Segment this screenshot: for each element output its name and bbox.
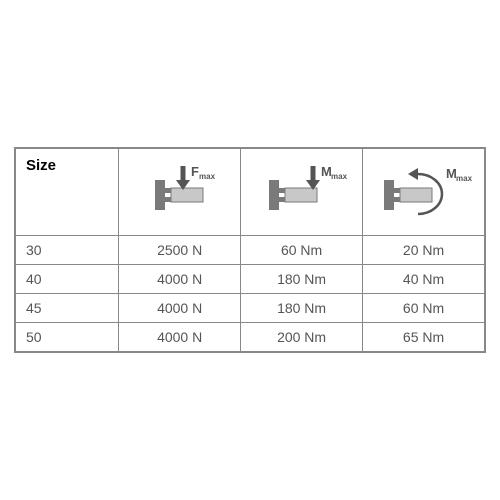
svg-text:max: max xyxy=(331,172,347,181)
column-header-mmax-torsion: M max xyxy=(363,149,485,236)
fmax-force-icon: F max xyxy=(135,162,225,222)
table-row: 404000 N180 Nm40 Nm xyxy=(16,265,485,294)
cell-size: 30 xyxy=(16,236,119,265)
svg-text:max: max xyxy=(199,172,216,181)
cell-size: 45 xyxy=(16,294,119,323)
cell-m-bend: 180 Nm xyxy=(241,294,363,323)
size-label: Size xyxy=(26,157,56,174)
table-row: 454000 N180 Nm60 Nm xyxy=(16,294,485,323)
cell-m-torsion: 60 Nm xyxy=(363,294,485,323)
cell-m-torsion: 40 Nm xyxy=(363,265,485,294)
cell-fmax: 4000 N xyxy=(119,294,241,323)
table-row: 302500 N60 Nm20 Nm xyxy=(16,236,485,265)
table-body: 302500 N60 Nm20 Nm404000 N180 Nm40 Nm454… xyxy=(16,236,485,352)
cell-fmax: 4000 N xyxy=(119,323,241,352)
mmax-bend-icon: M max xyxy=(257,162,347,222)
cell-fmax: 2500 N xyxy=(119,236,241,265)
svg-text:max: max xyxy=(456,174,473,183)
column-header-size: Size xyxy=(16,149,119,236)
spec-table-panel: Size F max xyxy=(14,147,486,353)
mmax-torsion-icon: M max xyxy=(374,162,474,222)
cell-m-torsion: 65 Nm xyxy=(363,323,485,352)
column-header-fmax: F max xyxy=(119,149,241,236)
cell-m-bend: 60 Nm xyxy=(241,236,363,265)
cell-fmax: 4000 N xyxy=(119,265,241,294)
table-row: 504000 N200 Nm65 Nm xyxy=(16,323,485,352)
spec-table: Size F max xyxy=(15,148,485,352)
cell-m-bend: 180 Nm xyxy=(241,265,363,294)
cell-size: 50 xyxy=(16,323,119,352)
cell-m-torsion: 20 Nm xyxy=(363,236,485,265)
svg-text:F: F xyxy=(191,164,199,179)
cell-m-bend: 200 Nm xyxy=(241,323,363,352)
cell-size: 40 xyxy=(16,265,119,294)
column-header-mmax-bend: M max xyxy=(241,149,363,236)
